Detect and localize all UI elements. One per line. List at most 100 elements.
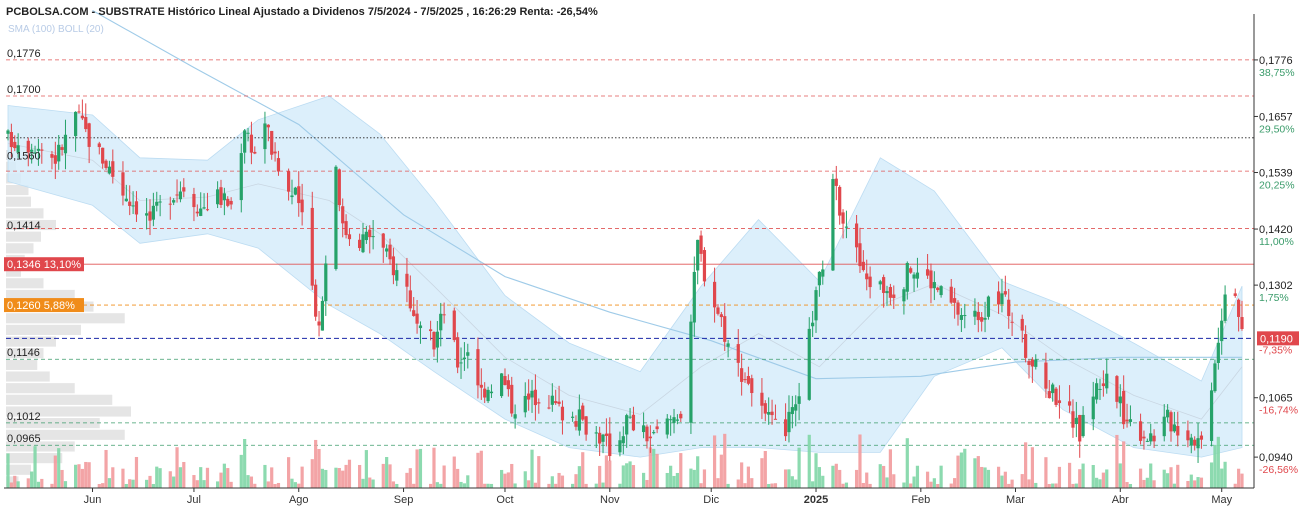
candle-body	[1030, 359, 1034, 367]
volume-bar	[9, 482, 13, 488]
candle-body	[669, 419, 673, 421]
candle-body	[263, 123, 267, 150]
volume-bar	[1020, 474, 1024, 488]
volume-bar	[151, 483, 155, 488]
candle-body	[996, 291, 1001, 305]
volume-bar	[273, 483, 277, 488]
candle-body	[550, 395, 554, 405]
volume-bar	[743, 483, 747, 488]
candle-body	[182, 187, 186, 192]
volume-bar	[243, 438, 247, 488]
candle-body	[358, 239, 362, 249]
candle-body	[665, 418, 669, 435]
volume-bar	[598, 465, 602, 488]
candle-body	[506, 380, 510, 390]
volume-bar	[767, 483, 771, 488]
candle-body	[858, 243, 862, 267]
volume-bar	[1115, 434, 1119, 488]
candle-body	[929, 270, 933, 289]
volume-bar	[740, 462, 744, 488]
candle-body	[395, 270, 399, 281]
volume-bar	[26, 478, 30, 488]
axes: Jun Jul Ago Sep Oct Nov Dic 2025 Feb Mar Abr May	[4, 14, 1255, 506]
volume-bar	[395, 483, 399, 488]
volume-bar	[111, 467, 115, 488]
x-tick-label: Ago	[289, 494, 309, 506]
volume-bar	[1078, 469, 1082, 488]
volume-bar	[986, 469, 991, 488]
volume-profile-bar	[6, 359, 38, 370]
candle-body	[973, 310, 977, 317]
y-tick-percent: 11,00%	[1259, 236, 1294, 248]
candle-body	[726, 343, 730, 347]
candle-body	[628, 416, 632, 418]
volume-bar	[361, 478, 365, 488]
volume-bar	[388, 464, 392, 488]
volume-bar	[699, 483, 703, 488]
volume-bar	[219, 472, 223, 488]
volume-bar	[1071, 483, 1075, 488]
volume-bar	[334, 467, 338, 488]
volume-bar	[216, 481, 220, 488]
volume-bar	[973, 458, 977, 488]
volume-bar	[391, 481, 396, 488]
candle-body	[953, 298, 957, 303]
volume-bar	[533, 482, 538, 488]
volume-bar	[155, 466, 159, 488]
candle-body	[293, 187, 297, 195]
volume-bar	[821, 475, 825, 488]
volume-bar	[1081, 463, 1085, 488]
candle-body	[87, 123, 91, 147]
volume-profile-bar	[6, 289, 75, 301]
candle-body	[124, 198, 128, 202]
volume-bar	[13, 475, 17, 488]
candle-body	[527, 393, 531, 400]
volume-bar	[172, 476, 176, 488]
volume-bar	[226, 468, 230, 488]
volume-bar	[195, 480, 199, 488]
volume-bar	[750, 478, 754, 488]
candle-body	[121, 172, 125, 196]
candle-body	[452, 310, 456, 341]
candle-body	[1101, 383, 1105, 387]
candle-body	[811, 322, 815, 327]
candle-body	[178, 191, 183, 200]
candle-body	[912, 274, 916, 279]
volume-bar	[199, 467, 203, 488]
candle-body	[770, 411, 774, 416]
volume-profile-bar	[6, 208, 44, 219]
volume-bar	[1091, 465, 1095, 488]
volume-bar	[936, 483, 940, 488]
candle-body	[723, 316, 727, 342]
volume-bar	[912, 476, 916, 488]
volume-bar	[385, 457, 389, 488]
candle-body	[1091, 396, 1095, 420]
candle-body	[604, 433, 609, 436]
candle-body	[131, 205, 135, 207]
candle-body	[205, 209, 210, 211]
volume-bar	[719, 454, 723, 488]
candle-body	[1213, 363, 1217, 392]
volume-bar	[415, 449, 419, 488]
candle-body	[1074, 417, 1078, 425]
candle-body	[1044, 362, 1048, 389]
volume-profile-bar	[6, 418, 100, 429]
volume-bar	[124, 483, 128, 488]
volume-bar	[500, 469, 504, 488]
candle-body	[9, 132, 13, 148]
candle-body	[266, 124, 270, 128]
volume-profile-bar	[6, 324, 81, 335]
candle-body	[882, 277, 886, 293]
volume-profile-bar	[6, 243, 34, 254]
candle-body	[878, 281, 882, 285]
volume-bar	[1166, 473, 1170, 488]
candle-body	[216, 189, 220, 205]
y-tick-label: 0,1776	[1259, 55, 1293, 67]
volume-bar	[621, 465, 625, 488]
volume-bar	[1095, 477, 1099, 488]
volume-bar	[276, 482, 281, 488]
candle-body	[980, 317, 984, 322]
candle-body	[1169, 412, 1173, 432]
candle-body	[364, 231, 368, 241]
volume-profile-bar	[6, 184, 29, 196]
